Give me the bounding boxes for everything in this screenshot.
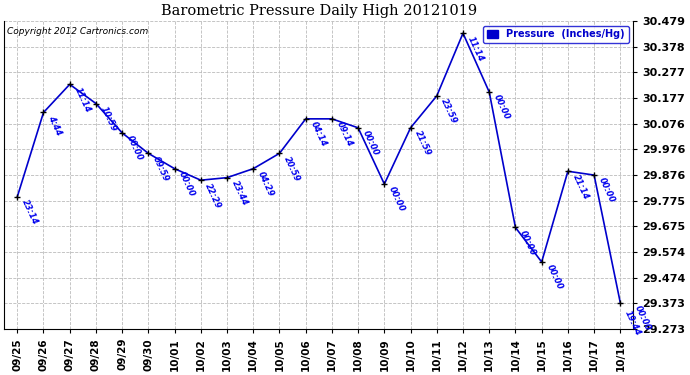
Text: 23:14: 23:14 [20, 198, 39, 226]
Title: Barometric Pressure Daily High 20121019: Barometric Pressure Daily High 20121019 [161, 4, 477, 18]
Text: 23:44: 23:44 [230, 179, 249, 207]
Text: 21:14: 21:14 [571, 172, 590, 201]
Text: 11:14: 11:14 [466, 34, 485, 63]
Text: 21:59: 21:59 [413, 129, 433, 158]
Text: 04:29: 04:29 [256, 170, 275, 198]
Text: 09:59: 09:59 [151, 155, 170, 183]
Text: 20:59: 20:59 [282, 155, 302, 183]
Text: 00:00
19:44: 00:00 19:44 [623, 304, 652, 337]
Text: 11:14: 11:14 [72, 86, 92, 114]
Text: 10:59: 10:59 [99, 105, 118, 133]
Text: 04:14: 04:14 [308, 120, 328, 148]
Text: 00:00: 00:00 [518, 229, 538, 257]
Text: 00:00: 00:00 [361, 129, 380, 158]
Text: 00:00: 00:00 [544, 263, 564, 291]
Legend: Pressure  (Inches/Hg): Pressure (Inches/Hg) [483, 26, 629, 44]
Text: 00:00: 00:00 [492, 93, 511, 122]
Text: Copyright 2012 Cartronics.com: Copyright 2012 Cartronics.com [8, 27, 148, 36]
Text: 00:00: 00:00 [597, 177, 616, 205]
Text: 00:00: 00:00 [125, 134, 144, 162]
Text: 23:59: 23:59 [440, 97, 459, 125]
Text: 4:44: 4:44 [46, 114, 63, 137]
Text: 00:00: 00:00 [177, 170, 197, 198]
Text: 00:00: 00:00 [387, 185, 406, 214]
Text: 09:14: 09:14 [335, 120, 354, 148]
Text: 22:29: 22:29 [204, 182, 223, 210]
